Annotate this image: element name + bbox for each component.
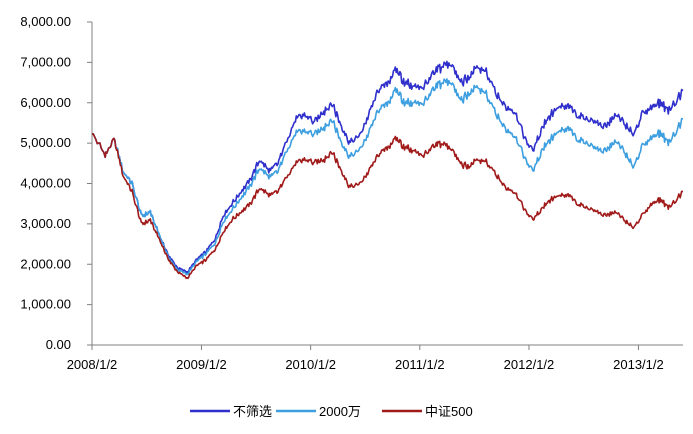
axes: 0.00 1,000.00 2,000.00 3,000.00 4,000.00 5,00…: [20, 14, 683, 372]
x-tick-label: 2013/1/2: [613, 357, 664, 372]
series-lines: [91, 60, 684, 280]
legend: 不筛选 2000万 中证500: [190, 404, 473, 419]
legend-label-1: 不筛选: [233, 404, 272, 419]
y-tick-label: 5,000.00: [20, 135, 71, 150]
x-tick-label: 2008/1/2: [67, 357, 118, 372]
y-tick-label: 3,000.00: [20, 216, 71, 231]
series-line-1: [91, 60, 684, 274]
y-tick-label: 8,000.00: [20, 14, 71, 29]
y-tick-label: 7,000.00: [20, 54, 71, 69]
legend-label-2: 2000万: [319, 404, 361, 419]
series-line-2: [91, 78, 684, 276]
x-tick-label: 2009/1/2: [176, 357, 227, 372]
x-tick-label: 2012/1/2: [504, 357, 555, 372]
y-tick-label: 2,000.00: [20, 256, 71, 271]
y-tick-label: 6,000.00: [20, 95, 71, 110]
x-tick-label: 2010/1/2: [285, 357, 336, 372]
y-tick-label: 1,000.00: [20, 297, 71, 312]
series-line-3: [91, 133, 684, 280]
legend-label-3: 中证500: [425, 404, 473, 419]
y-tick-label: 0.00: [46, 337, 71, 352]
y-tick-label: 4,000.00: [20, 176, 71, 191]
x-tick-label: 2011/1/2: [395, 357, 445, 372]
